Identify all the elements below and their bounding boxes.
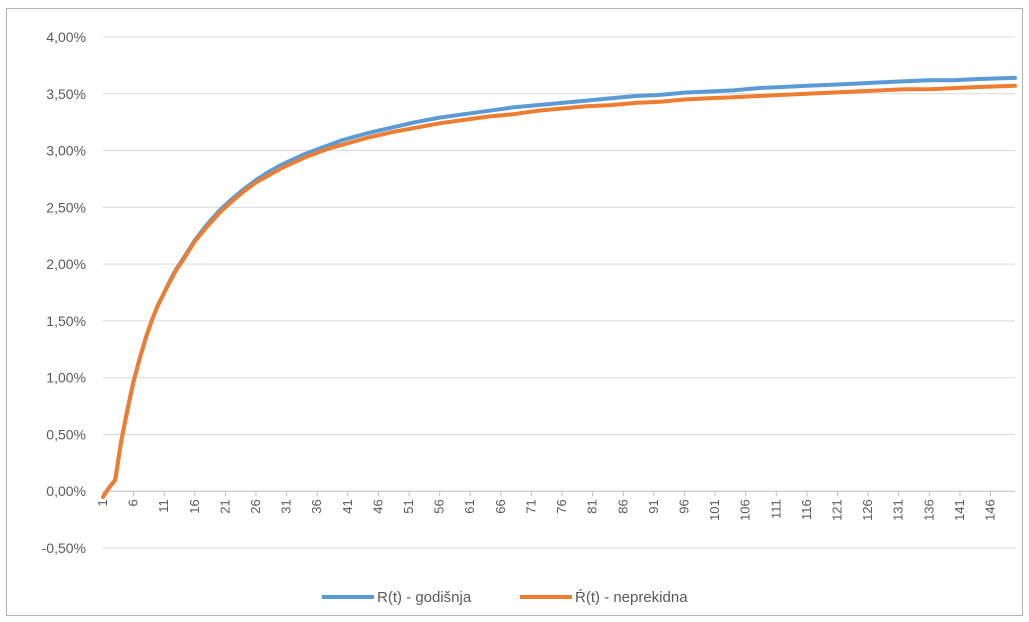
x-tick-label: 41	[340, 499, 355, 513]
y-tick-label: 3,50%	[46, 86, 86, 102]
y-tick-label: 2,50%	[46, 199, 86, 215]
legend-label-1: Ŕ(t) - neprekidna	[575, 589, 688, 606]
legend-label-0: R(t) - godišnja	[377, 589, 472, 606]
x-tick-label: 116	[799, 499, 814, 520]
y-tick-label: 0,50%	[46, 426, 86, 442]
x-tick-label: 91	[646, 499, 661, 513]
grid-lines	[103, 36, 1015, 549]
series-lines	[101, 75, 1017, 499]
x-tick-label: 51	[401, 499, 416, 513]
series-line-1	[101, 83, 1017, 499]
x-tick-label: 36	[309, 499, 324, 513]
x-tick-label: 66	[493, 499, 508, 513]
x-tick-label: 1	[95, 499, 110, 506]
x-tick-label: 6	[126, 499, 141, 506]
x-axis: 1 6 11 16 21 26 31 36 41 46 51 56 61 66 71 76 81 86 91 96 10…	[95, 490, 1015, 521]
x-tick-label: 56	[432, 499, 447, 513]
y-tick-label: 2,00%	[46, 256, 86, 272]
x-tick-label: 96	[676, 499, 691, 513]
y-tick-label: 1,50%	[46, 313, 86, 329]
x-tick-label: 106	[738, 499, 753, 521]
x-tick-label: 101	[707, 499, 722, 521]
y-tick-label: 4,00%	[46, 29, 86, 45]
y-tick-label: 0,00%	[46, 483, 86, 499]
x-tick-label: 71	[523, 499, 538, 513]
legend: R(t) - godišnja Ŕ(t) - neprekidna	[322, 589, 688, 606]
y-tick-label: 3,00%	[46, 143, 86, 159]
chart-frame	[6, 8, 1023, 616]
x-tick-label: 76	[554, 499, 569, 513]
x-tick-label: 26	[248, 499, 263, 513]
x-tick-label: 81	[585, 499, 600, 513]
x-tick-label: 21	[217, 499, 232, 513]
x-tick-label: 121	[829, 499, 844, 521]
x-tick-label: 11	[156, 499, 171, 513]
x-tick-label: 131	[891, 499, 906, 521]
x-tick-label: 86	[615, 499, 630, 513]
x-tick-label: 126	[860, 499, 875, 521]
y-axis-ticks: -0,50% 0,00% 0,50% 1,00% 1,50% 2,00% 2,50% 3,00…	[42, 29, 86, 556]
x-tick-label: 46	[370, 499, 385, 513]
x-tick-label: 111	[768, 499, 783, 519]
x-tick-label: 16	[187, 499, 202, 513]
y-tick-label: 1,00%	[46, 370, 86, 386]
x-tick-label: 141	[952, 499, 967, 521]
x-tick-label: 31	[279, 499, 294, 513]
x-tick-label: 146	[983, 499, 998, 521]
x-tick-label: 61	[462, 499, 477, 513]
y-tick-label: -0,50%	[42, 540, 86, 556]
x-tick-label: 136	[921, 499, 936, 521]
